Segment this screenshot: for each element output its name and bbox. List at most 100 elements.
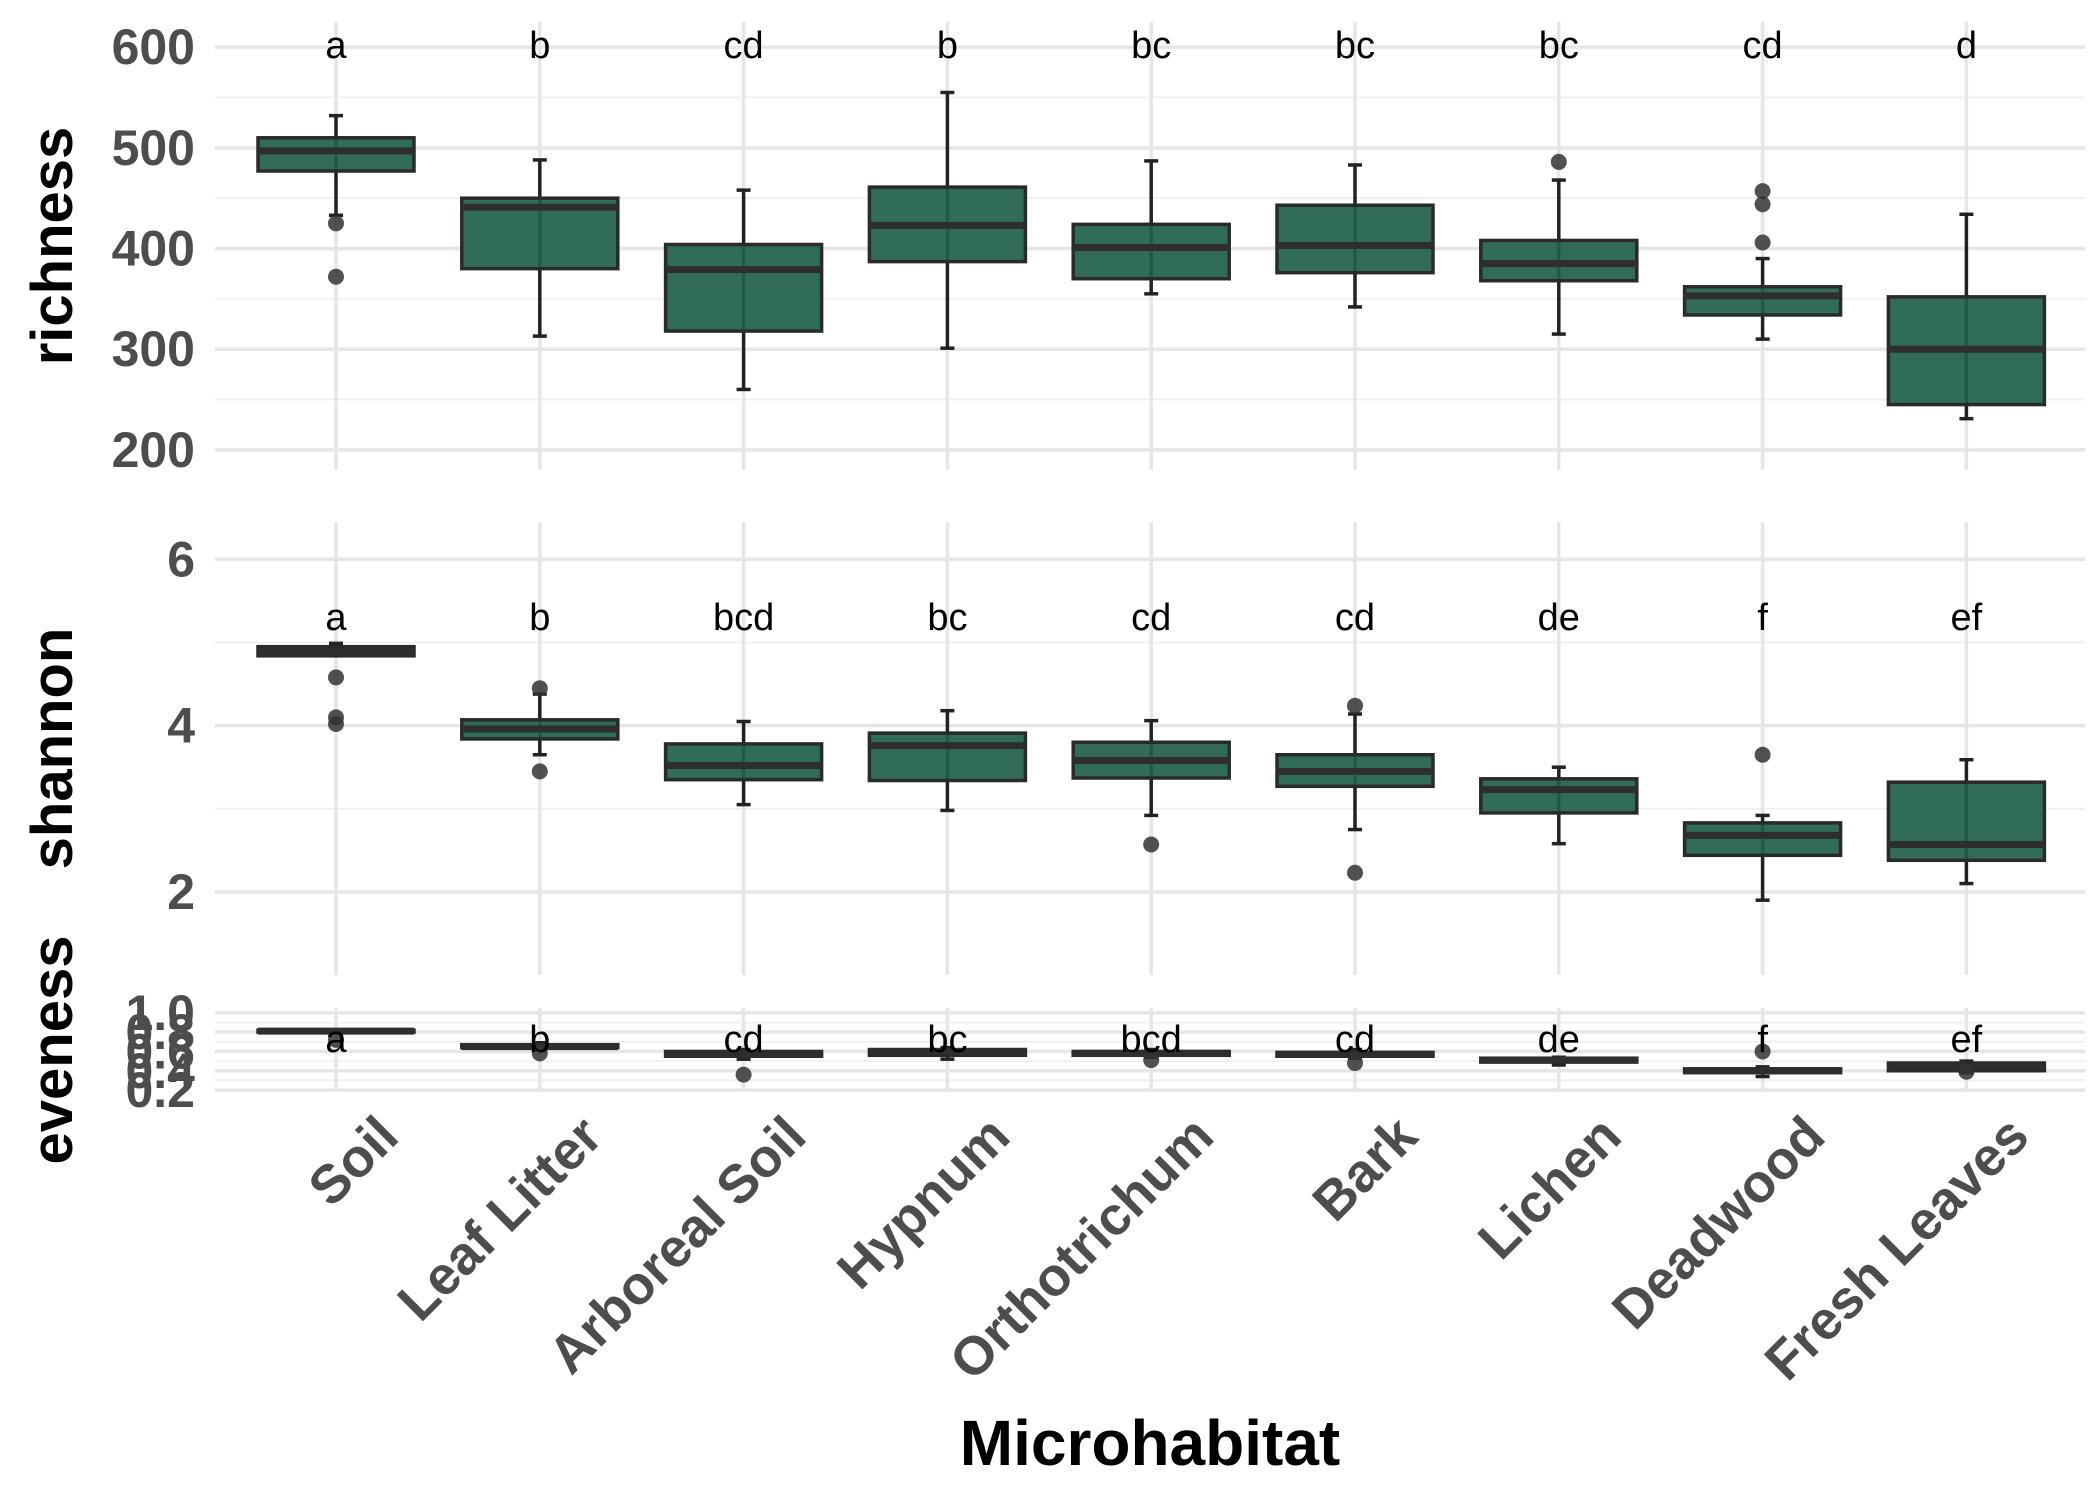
outlier-point	[1347, 697, 1363, 714]
significance-letter: de	[1538, 597, 1580, 639]
outlier-point	[531, 1045, 548, 1062]
y-tick-label: 0.6	[125, 1023, 195, 1079]
significance-letter: cd	[724, 1019, 764, 1061]
box-richness-7	[1682, 183, 1843, 341]
panel-y-label: eveness	[20, 936, 85, 1165]
outlier-point	[328, 715, 344, 732]
outlier-point	[1754, 746, 1771, 763]
significance-letter: bc	[1335, 25, 1375, 67]
box-body	[663, 742, 824, 782]
box-shannon-0	[256, 641, 416, 732]
box-richness-4	[1071, 159, 1231, 296]
outlier-point	[1754, 234, 1771, 251]
box-body	[1275, 203, 1435, 275]
significance-letter: ef	[1951, 597, 1983, 639]
y-tick-label: 6	[167, 531, 195, 587]
box-eveness-6	[1479, 1055, 1639, 1067]
y-tick-label: 0.2	[125, 1062, 195, 1118]
outlier-point	[1958, 1063, 1975, 1080]
box-shannon-5	[1275, 697, 1435, 881]
significance-letter: ef	[1951, 1019, 1983, 1061]
outlier-point	[328, 215, 344, 232]
panel-richness: 200 300 400 500 600 richness a b cd b bc bc bc cd d	[20, 19, 2085, 478]
significance-letter: a	[325, 597, 347, 639]
y-tick-label: 2	[167, 864, 195, 920]
panel-y-label: shannon	[20, 628, 85, 870]
outlier-point	[328, 268, 344, 285]
box-richness-2	[663, 188, 824, 392]
box-shannon-3	[867, 708, 1028, 813]
panel-y-label: richness	[20, 127, 85, 366]
box-eveness-2	[663, 1047, 824, 1083]
y-tick-label: 200	[112, 422, 195, 478]
significance-letter: b	[529, 597, 550, 639]
outlier-point	[1754, 183, 1771, 200]
outlier-point	[735, 1066, 752, 1083]
box-eveness-5	[1275, 1047, 1435, 1072]
outlier-point	[328, 1031, 344, 1048]
box-body	[663, 242, 824, 333]
x-tick-label: Soil	[297, 1105, 409, 1217]
x-tick-label: Hypnum	[826, 1105, 1021, 1300]
significance-letter: cd	[1335, 1019, 1375, 1061]
outlier-point	[1347, 1055, 1363, 1072]
outlier-point	[1347, 864, 1363, 881]
box-richness-1	[460, 158, 620, 338]
significance-letter: b	[529, 1019, 550, 1061]
box-body	[1682, 285, 1843, 317]
significance-letter: bcd	[1121, 1019, 1182, 1061]
box-richness-8	[1886, 212, 2047, 421]
y-tick-label: 400	[112, 221, 195, 277]
box-body	[256, 136, 416, 173]
box-body	[1886, 780, 2047, 863]
significance-letter: bc	[1539, 25, 1579, 67]
box-shannon-4	[1071, 718, 1231, 853]
box-eveness-4	[1071, 1047, 1231, 1069]
box-richness-5	[1275, 163, 1435, 309]
panel-shannon: 2 4 6 shannon a b bcd bc cd cd de f ef	[20, 522, 2085, 975]
outlier-point	[531, 680, 548, 697]
y-tick-label: 4	[167, 698, 195, 754]
x-tick-label: Leaf Litter	[386, 1105, 613, 1332]
y-tick-label: 1.0	[125, 985, 195, 1041]
outlier-point	[1550, 153, 1567, 170]
box-shannon-2	[663, 719, 824, 807]
box-eveness-0	[256, 1027, 416, 1048]
y-tick-label: 500	[112, 120, 195, 176]
outlier-point	[1754, 196, 1771, 213]
significance-letter: f	[1757, 597, 1768, 639]
outlier-point	[531, 763, 548, 780]
box-eveness-3	[867, 1045, 1028, 1061]
significance-letter: cd	[1335, 597, 1375, 639]
significance-letter: bc	[927, 1019, 967, 1061]
x-tick-label: Bark	[1301, 1105, 1429, 1233]
box-body	[1479, 777, 1639, 815]
box-richness-0	[256, 113, 416, 285]
outlier-point	[1143, 836, 1160, 853]
x-tick-label: Lichen	[1467, 1105, 1632, 1270]
outlier-point	[1143, 1052, 1160, 1069]
significance-letter: a	[325, 1019, 347, 1061]
box-shannon-7	[1682, 746, 1843, 902]
box-richness-6	[1479, 153, 1639, 336]
box-body	[1682, 821, 1843, 858]
box-eveness-1	[460, 1041, 620, 1062]
box-eveness-7	[1682, 1043, 1843, 1079]
y-tick-label: 300	[112, 321, 195, 377]
significance-letter: b	[937, 25, 958, 67]
y-tick-label: 600	[112, 19, 195, 75]
significance-letter: bc	[1131, 25, 1171, 67]
significance-letter: a	[325, 25, 347, 67]
box-shannon-6	[1479, 765, 1639, 846]
significance-letter: cd	[1131, 597, 1171, 639]
box-richness-3	[867, 90, 1028, 350]
significance-letter: bc	[927, 597, 967, 639]
outlier-point	[1754, 1043, 1771, 1060]
y-tick-label: 0.8	[125, 1004, 195, 1060]
box-body	[1071, 222, 1231, 281]
box-eveness-8	[1886, 1059, 2047, 1080]
significance-letter: cd	[724, 25, 764, 67]
